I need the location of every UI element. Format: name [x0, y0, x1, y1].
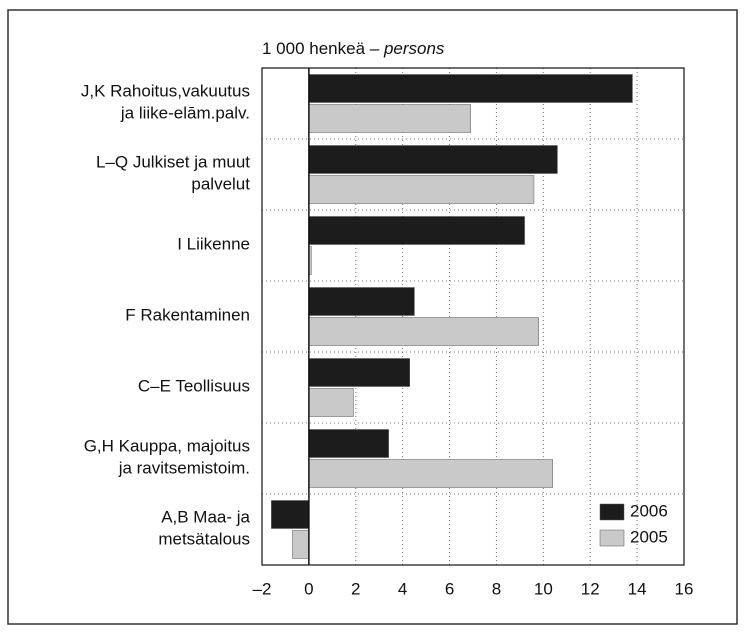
y-tick-label: J,K Rahoitus,vakuutus ja liike-elām.palv. — [81, 82, 250, 123]
bar — [271, 500, 310, 529]
bar — [308, 317, 539, 346]
x-tick-label: 8 — [492, 579, 501, 598]
legend-swatch — [599, 529, 625, 547]
bar — [308, 358, 410, 387]
bar — [308, 388, 354, 417]
x-tick-label: 14 — [628, 579, 647, 598]
label-line: C–E Teollisuus — [138, 377, 250, 396]
y-tick-label: I Liikenne — [177, 235, 250, 254]
x-tick-label: 16 — [675, 579, 694, 598]
bar — [308, 287, 415, 316]
bar — [308, 145, 558, 174]
chart-title: 1 000 henkeä – persons — [262, 39, 445, 58]
x-tick-label: 12 — [581, 579, 600, 598]
y-tick-label: G,H Kauppa, majoitus ja ravitsemistoim. — [84, 437, 250, 478]
label-line: J,K Rahoitus,vakuutus — [81, 82, 250, 101]
bar — [292, 530, 310, 559]
plot-frame — [261, 67, 685, 566]
label-line: L–Q Julkiset ja muut — [96, 153, 250, 172]
legend-label: 2006 — [630, 501, 668, 520]
frame — [7, 9, 738, 625]
label-line: ja ravitsemistoim. — [118, 459, 250, 478]
bar — [308, 429, 389, 458]
bar — [308, 104, 471, 133]
label-line: metsätalous — [158, 530, 250, 549]
bar — [308, 459, 553, 488]
title-main: 1 000 henkeä – — [262, 39, 380, 58]
x-tick-label: 2 — [351, 579, 360, 598]
label-line: A,B Maa- ja — [161, 508, 250, 527]
x-tick-label: 10 — [534, 579, 553, 598]
title-italic: persons — [383, 39, 445, 58]
x-tick-label: 0 — [304, 579, 313, 598]
legend-label: 2005 — [630, 527, 668, 546]
bar — [308, 216, 525, 245]
x-tick-label: 6 — [445, 579, 454, 598]
label-line: F Rakentaminen — [125, 306, 250, 325]
bar — [308, 175, 535, 204]
bar — [308, 74, 633, 103]
legend-swatch — [599, 503, 625, 521]
y-tick-label: C–E Teollisuus — [138, 377, 250, 396]
x-tick-label: 4 — [398, 579, 407, 598]
label-line: G,H Kauppa, majoitus — [84, 437, 250, 456]
y-tick-label: F Rakentaminen — [125, 306, 250, 325]
y-tick-label: L–Q Julkiset ja muut palvelut — [96, 153, 250, 194]
label-line: I Liikenne — [177, 235, 250, 254]
label-line: ja liike-elām.palv. — [120, 104, 250, 123]
label-line: palvelut — [191, 175, 250, 194]
y-tick-label: A,B Maa- ja metsätalous — [158, 508, 250, 549]
x-tick-label: –2 — [253, 579, 272, 598]
